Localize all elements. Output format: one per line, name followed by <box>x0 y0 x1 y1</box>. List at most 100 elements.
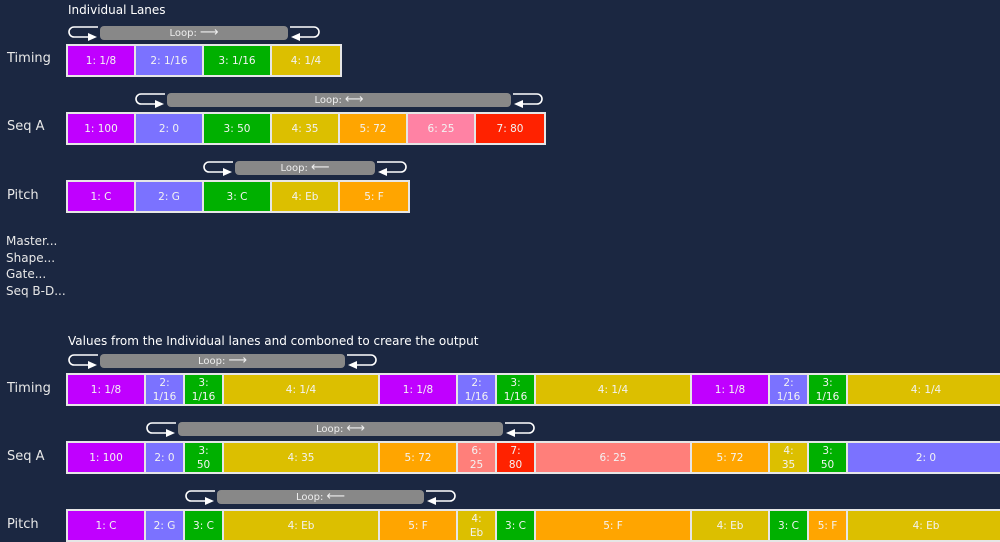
loop-label: Loop: <box>314 94 342 106</box>
pingpong-arrow-icon: ⟷ <box>344 92 364 107</box>
lane-step-cell[interactable]: 7: 80 <box>476 114 544 143</box>
loop-label: Loop: <box>169 27 197 39</box>
loop-start-return-arrow-icon[interactable] <box>135 92 167 108</box>
lane-step-cell[interactable]: 3: 50 <box>185 443 224 472</box>
loop-end-return-arrow-icon[interactable] <box>424 489 456 505</box>
individual-lanes-title: Individual Lanes <box>68 3 166 17</box>
loop-end-return-arrow-icon[interactable] <box>503 421 535 437</box>
lane-step-cell[interactable]: 4: 35 <box>272 114 340 143</box>
lane-step-cell[interactable]: 1: C <box>68 182 136 211</box>
loop-start-return-arrow-icon[interactable] <box>146 421 178 437</box>
loop-start-return-arrow-icon[interactable] <box>68 25 100 41</box>
lane-step-cell[interactable]: 6: 25 <box>408 114 476 143</box>
lane-step-cell[interactable]: 2: 1/16 <box>770 375 809 404</box>
lane-step-cell[interactable]: 1: C <box>68 511 146 540</box>
more-lanes-list: Master... Shape... Gate... Seq B-D... <box>6 233 66 299</box>
lane-step-cell[interactable]: 6: 25 <box>458 443 497 472</box>
lane-step-cell[interactable]: 4: Eb <box>272 182 340 211</box>
combined-lane-label-pitch: Pitch <box>7 517 39 532</box>
combined-pitch-loop-bar[interactable]: Loop: ⟵ <box>217 490 424 504</box>
loop-start-return-arrow-icon[interactable] <box>185 489 217 505</box>
loop-end-return-arrow-icon[interactable] <box>345 353 377 369</box>
more-lane-gate[interactable]: Gate... <box>6 267 47 281</box>
loop-end-return-arrow-icon[interactable] <box>511 92 543 108</box>
lane-step-cell[interactable]: 5: F <box>340 182 408 211</box>
individual-seq-a-loop-bar[interactable]: Loop: ⟷ <box>167 93 511 107</box>
lane-step-cell[interactable]: 4: 1/4 <box>224 375 380 404</box>
individual-pitch-loop-bar[interactable]: Loop: ⟵ <box>235 161 375 175</box>
lane-step-cell[interactable]: 3: 1/16 <box>204 46 272 75</box>
loop-end-return-arrow-icon[interactable] <box>288 25 320 41</box>
lane-step-cell[interactable]: 3: C <box>770 511 809 540</box>
lane-step-cell[interactable]: 1: 1/8 <box>68 46 136 75</box>
loop-start-return-arrow-icon[interactable] <box>203 160 235 176</box>
lane-step-cell[interactable]: 5: 72 <box>380 443 458 472</box>
lane-step-cell[interactable]: 3: 1/16 <box>497 375 536 404</box>
combined-timing-loop-bar[interactable]: Loop: ⟶ <box>100 354 345 368</box>
combined-timing-row: 1: 1/8 2: 1/16 3: 1/16 4: 1/4 1: 1/8 2: 1/16 3… <box>66 373 1000 406</box>
lane-step-cell[interactable]: 3: C <box>185 511 224 540</box>
individual-pitch-row: 1: C 2: G 3: C 4: Eb 5: F <box>66 180 410 213</box>
lane-step-cell[interactable]: 2: 0 <box>136 114 204 143</box>
lane-step-cell[interactable]: 1: 1/8 <box>692 375 770 404</box>
lane-step-cell[interactable]: 4: 1/4 <box>848 375 1000 404</box>
lane-step-cell[interactable]: 5: 72 <box>340 114 408 143</box>
lane-step-cell[interactable]: 1: 1/8 <box>380 375 458 404</box>
more-lane-seq-b-d[interactable]: Seq B-D... <box>6 283 66 298</box>
forward-arrow-icon: ⟶ <box>228 353 247 368</box>
combined-lane-label-timing: Timing <box>7 381 51 396</box>
lane-step-cell[interactable]: 7: 80 <box>497 443 536 472</box>
lane-step-cell[interactable]: 4: 1/4 <box>272 46 340 75</box>
reverse-arrow-icon: ⟵ <box>310 160 330 175</box>
loop-start-return-arrow-icon[interactable] <box>68 353 100 369</box>
lane-step-cell[interactable]: 2: 1/16 <box>146 375 185 404</box>
lane-step-cell[interactable]: 3: 1/16 <box>185 375 224 404</box>
lane-step-cell[interactable]: 3: C <box>204 182 272 211</box>
loop-label: Loop: <box>316 423 344 435</box>
loop-end-return-arrow-icon[interactable] <box>375 160 407 176</box>
lane-step-cell[interactable]: 2: G <box>146 511 185 540</box>
loop-label: Loop: <box>296 491 324 503</box>
combined-output-title: Values from the Individual lanes and com… <box>68 334 479 348</box>
combined-lane-label-seq-a: Seq A <box>7 449 45 464</box>
lane-step-cell[interactable]: 3: 50 <box>809 443 848 472</box>
lane-step-cell[interactable]: 5: F <box>809 511 848 540</box>
combined-seq-a-loop-bar[interactable]: Loop: ⟷ <box>178 422 503 436</box>
lane-step-cell[interactable]: 4: Eb <box>848 511 1000 540</box>
lane-step-cell[interactable]: 2: 0 <box>146 443 185 472</box>
lane-step-cell[interactable]: 2: G <box>136 182 204 211</box>
lane-step-cell[interactable]: 4: Eb <box>458 511 497 540</box>
lane-step-cell[interactable]: 4: Eb <box>692 511 770 540</box>
lane-step-cell[interactable]: 5: F <box>380 511 458 540</box>
more-lane-shape[interactable]: Shape... <box>6 250 56 265</box>
pingpong-arrow-icon: ⟷ <box>346 421 365 436</box>
lane-step-cell[interactable]: 4: 35 <box>770 443 809 472</box>
loop-label: Loop: <box>280 162 308 174</box>
combined-pitch-row: 1: C 2: G 3: C 4: Eb 5: F 4: Eb 3: C 5: F 4: Eb 3… <box>66 509 1000 542</box>
lane-step-cell[interactable]: 5: F <box>536 511 692 540</box>
individual-timing-row: 1: 1/8 2: 1/16 3: 1/16 4: 1/4 <box>66 44 342 77</box>
lane-step-cell[interactable]: 2: 0 <box>848 443 1000 472</box>
lane-step-cell[interactable]: 3: C <box>497 511 536 540</box>
lane-step-cell[interactable]: 1: 100 <box>68 114 136 143</box>
lane-step-cell[interactable]: 3: 50 <box>204 114 272 143</box>
individual-lane-label-timing: Timing <box>7 51 51 66</box>
lane-step-cell[interactable]: 5: 72 <box>692 443 770 472</box>
individual-lane-label-seq-a: Seq A <box>7 119 45 134</box>
forward-arrow-icon: ⟶ <box>199 25 219 40</box>
lane-step-cell[interactable]: 4: 1/4 <box>536 375 692 404</box>
lane-step-cell[interactable]: 6: 25 <box>536 443 692 472</box>
more-lane-master[interactable]: Master... <box>6 234 58 248</box>
loop-label: Loop: <box>198 355 226 367</box>
lane-step-cell[interactable]: 4: Eb <box>224 511 380 540</box>
combined-seq-a-row: 1: 100 2: 0 3: 50 4: 35 5: 72 6: 25 7: 80 6: 25… <box>66 441 1000 474</box>
lane-step-cell[interactable]: 1: 100 <box>68 443 146 472</box>
lane-step-cell[interactable]: 4: 35 <box>224 443 380 472</box>
individual-timing-loop-bar[interactable]: Loop: ⟶ <box>100 26 288 40</box>
lane-step-cell[interactable]: 2: 1/16 <box>136 46 204 75</box>
individual-lane-label-pitch: Pitch <box>7 188 39 203</box>
lane-step-cell[interactable]: 1: 1/8 <box>68 375 146 404</box>
lane-step-cell[interactable]: 2: 1/16 <box>458 375 497 404</box>
lane-step-cell[interactable]: 3: 1/16 <box>809 375 848 404</box>
individual-seq-a-row: 1: 100 2: 0 3: 50 4: 35 5: 72 6: 25 7: 80 <box>66 112 546 145</box>
